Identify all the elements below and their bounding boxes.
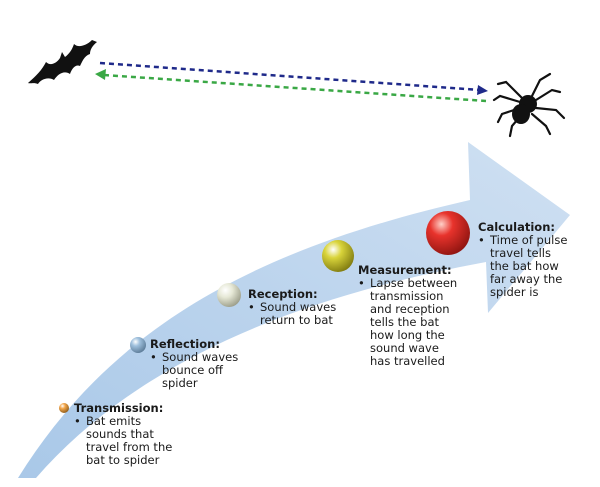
step-description: • Time of pulse travel tells the bat how… xyxy=(478,233,568,299)
reception-ball xyxy=(217,283,241,307)
reflection-ball xyxy=(130,337,146,353)
step-reflection: Reflection: • Sound waves bounce off spi… xyxy=(150,338,238,390)
reflection-path xyxy=(95,69,487,103)
step-description: • Bat emits sounds that travel from the … xyxy=(74,414,173,467)
step-title: Measurement: xyxy=(358,263,452,277)
step-title: Reception: xyxy=(248,287,318,301)
step-description: • Sound waves return to bat xyxy=(248,300,337,327)
step-title: Calculation: xyxy=(478,220,555,234)
step-title: Reflection: xyxy=(150,337,220,351)
step-description: • Sound waves bounce off spider xyxy=(150,350,239,390)
step-measurement: Measurement: • Lapse between transmissio… xyxy=(358,264,457,368)
step-calculation: Calculation: • Time of pulse travel tell… xyxy=(478,221,567,299)
transmission-path xyxy=(99,61,488,95)
transmission-ball xyxy=(59,403,69,413)
calculation-ball xyxy=(426,211,470,255)
step-title: Transmission: xyxy=(74,401,164,415)
step-description: • Lapse between transmission and recepti… xyxy=(358,276,458,368)
spider-icon xyxy=(492,72,566,138)
step-reception: Reception: • Sound waves return to bat xyxy=(248,288,336,327)
measurement-ball xyxy=(322,240,354,272)
step-transmission: Transmission: • Bat emits sounds that tr… xyxy=(74,402,172,467)
bat-icon xyxy=(28,40,97,84)
